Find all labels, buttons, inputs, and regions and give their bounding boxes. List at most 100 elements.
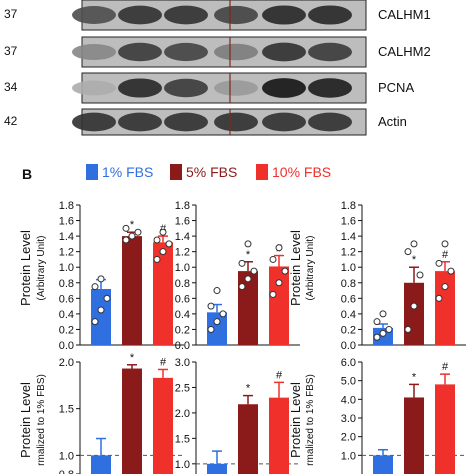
blot-band <box>262 112 306 132</box>
data-point <box>410 240 418 248</box>
y-tick-label: 6.0 <box>341 357 356 369</box>
data-point <box>275 244 283 252</box>
y-tick-label: 2.0 <box>175 408 190 420</box>
data-point <box>250 267 258 275</box>
ylabel-bottom-sub: rmalized to 1% FBS) <box>36 374 47 466</box>
data-point <box>165 240 173 248</box>
data-point <box>219 310 227 318</box>
data-point <box>122 224 130 232</box>
legend-10pct: 10% FBS <box>256 164 331 180</box>
panel-letter-b: B <box>22 166 33 182</box>
data-point <box>379 310 387 318</box>
y-tick-label: 0.2 <box>175 324 190 336</box>
significance-mark: # <box>276 369 283 381</box>
blot-band <box>118 78 162 98</box>
blot-label: CALHM1 <box>378 7 431 22</box>
blot-band <box>262 42 306 62</box>
chart-panel-5: 1.0 1.5 2.0 2.5 3.0 * # <box>175 357 300 474</box>
ylabel-bottom-main-right: Protein Level <box>288 382 303 458</box>
western-blot-panel <box>72 0 367 136</box>
legend-5pct: 5% FBS <box>170 164 237 180</box>
data-point <box>441 240 449 248</box>
significance-mark: * <box>412 371 417 383</box>
blot-label: Actin <box>378 114 407 129</box>
data-point <box>97 306 105 314</box>
y-tick-label: 1.5 <box>59 404 74 416</box>
legend-label-5pct: 5% FBS <box>186 164 238 180</box>
y-tick-label: 0.6 <box>341 293 356 305</box>
data-point <box>153 255 161 263</box>
legend-swatch-10pct <box>256 164 268 180</box>
bar <box>122 368 142 474</box>
legend-swatch-5pct <box>170 164 182 180</box>
data-point <box>207 325 215 333</box>
significance-mark: * <box>130 352 135 364</box>
y-tick-label: 1.0 <box>341 262 356 274</box>
legend-1pct: 1% FBS <box>86 164 153 180</box>
y-tick-label: 1.8 <box>341 200 356 212</box>
blot-band <box>308 112 352 132</box>
y-tick-label: 4.0 <box>341 394 356 406</box>
data-point <box>447 267 455 275</box>
data-point <box>269 255 277 263</box>
data-point <box>153 236 161 244</box>
y-tick-label: 1.2 <box>341 247 356 259</box>
blot-band <box>214 5 258 25</box>
y-tick-label: 0.0 <box>341 340 356 352</box>
y-tick-label: 1.2 <box>59 247 74 259</box>
data-point <box>159 248 167 256</box>
kda-label: 34 <box>4 80 18 94</box>
blot-band <box>72 80 116 96</box>
data-point <box>159 228 167 236</box>
blot-band <box>308 78 352 98</box>
y-tick-label: 0.2 <box>59 324 74 336</box>
bar <box>122 236 142 345</box>
blot-label: PCNA <box>378 80 415 95</box>
data-point <box>91 318 99 326</box>
blot-band <box>118 112 162 132</box>
data-point <box>385 325 393 333</box>
y-tick-label: 1.0 <box>175 459 190 471</box>
data-point <box>416 271 424 279</box>
y-tick-label: 2.0 <box>59 357 74 369</box>
blot-band <box>214 112 258 132</box>
significance-mark: * <box>412 254 417 266</box>
y-tick-label: 0.0 <box>175 340 190 352</box>
blot-band <box>214 80 258 96</box>
y-tick-label: 1.4 <box>341 231 356 243</box>
bar <box>153 377 173 474</box>
bar <box>91 455 111 474</box>
y-tick-label: 0.8 <box>59 278 74 290</box>
legend-label-10pct: 10% FBS <box>272 164 332 180</box>
bar <box>404 397 424 474</box>
data-point <box>213 318 221 326</box>
y-tick-label: 3.0 <box>341 413 356 425</box>
blot-band <box>164 112 208 132</box>
kda-label: 42 <box>4 114 18 128</box>
chart-panel-2: 0.00.20.40.60.81.01.21.41.61.8*# <box>175 200 300 352</box>
y-tick-label: 5.0 <box>341 376 356 388</box>
blot-band <box>72 6 116 24</box>
chart-panel-4: 0.8 1.0 1.5 2.0 * # <box>59 352 184 474</box>
data-point <box>97 275 105 283</box>
data-point <box>207 302 215 310</box>
y-tick-label: 0.4 <box>59 309 74 321</box>
y-tick-label: 2.5 <box>175 382 190 394</box>
y-tick-label: 1.5 <box>175 433 190 445</box>
data-point <box>435 294 443 302</box>
data-point <box>441 283 449 291</box>
y-tick-label: 1.6 <box>175 216 190 228</box>
data-point <box>128 232 136 240</box>
blot-band <box>164 42 208 62</box>
ylabel-bottom-main: Protein Level <box>18 382 33 458</box>
bar <box>373 455 393 474</box>
y-tick-label: 0.8 <box>59 469 74 474</box>
bar <box>269 397 289 474</box>
y-tick-label: 1.0 <box>341 450 356 462</box>
blot-band <box>308 5 352 25</box>
significance-mark: * <box>246 383 251 395</box>
significance-mark: # <box>442 361 449 373</box>
significance-mark: # <box>442 249 449 261</box>
y-tick-label: 1.4 <box>59 231 74 243</box>
data-point <box>269 290 277 298</box>
